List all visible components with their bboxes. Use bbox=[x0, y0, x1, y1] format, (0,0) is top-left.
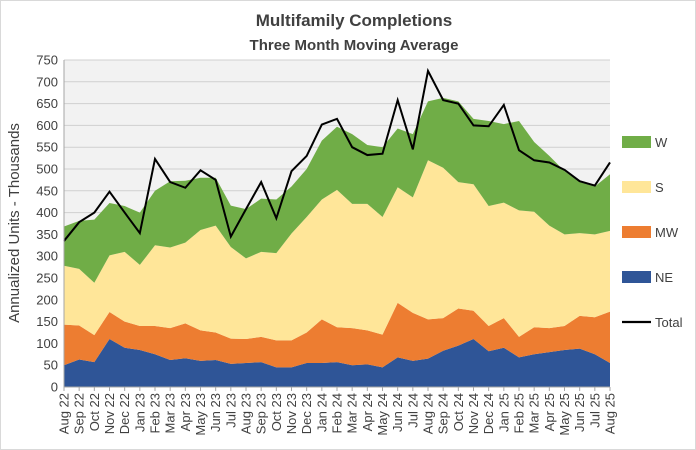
x-tick-label-7: Mar 23 bbox=[163, 393, 178, 433]
y-tick-label-8: 400 bbox=[36, 205, 58, 220]
x-tick-label-11: Jul 23 bbox=[223, 393, 238, 428]
legend-swatch-w bbox=[622, 136, 651, 148]
legend-label-total: Total bbox=[655, 315, 683, 330]
x-tick-label-23: Jul 24 bbox=[405, 393, 420, 428]
x-tick-label-35: Jul 25 bbox=[587, 393, 602, 428]
x-tick-label-29: Jan 25 bbox=[496, 393, 511, 432]
x-tick-label-4: Dec 22 bbox=[117, 393, 132, 434]
x-tick-label-9: May 23 bbox=[193, 393, 208, 436]
x-tick-label-1: Sep 22 bbox=[72, 393, 87, 434]
y-tick-label-12: 600 bbox=[36, 118, 58, 133]
y-tick-label-5: 250 bbox=[36, 271, 58, 286]
x-tick-label-8: Apr 23 bbox=[178, 393, 193, 431]
x-tick-label-3: Nov 22 bbox=[102, 393, 117, 434]
area-ne bbox=[64, 339, 610, 387]
y-tick-label-7: 350 bbox=[36, 227, 58, 242]
legend-swatch-mw bbox=[622, 226, 651, 238]
legend-label-mw: MW bbox=[655, 225, 679, 240]
x-tick-label-32: Apr 25 bbox=[542, 393, 557, 431]
y-tick-label-1: 50 bbox=[44, 358, 58, 373]
y-tick-label-0: 0 bbox=[51, 380, 58, 395]
axes bbox=[63, 60, 611, 391]
x-tick-label-13: Sep 23 bbox=[254, 393, 269, 434]
legend: W S MW NE Total bbox=[622, 135, 683, 330]
x-tick-label-2: Oct 22 bbox=[87, 393, 102, 431]
x-tick-label-16: Dec 23 bbox=[299, 393, 314, 434]
x-tick-label-22: Jun 24 bbox=[390, 393, 405, 432]
y-tick-label-11: 550 bbox=[36, 140, 58, 155]
area-layers bbox=[64, 97, 610, 387]
x-tick-label-5: Jan 23 bbox=[132, 393, 147, 432]
x-tick-label-27: Nov 24 bbox=[466, 393, 481, 434]
x-tick-label-6: Feb 23 bbox=[148, 393, 163, 433]
legend-label-w: W bbox=[655, 135, 668, 150]
x-tick-label-21: May 24 bbox=[375, 393, 390, 436]
y-tick-label-6: 300 bbox=[36, 249, 58, 264]
x-tick-label-26: Oct 24 bbox=[451, 393, 466, 431]
y-tick-label-3: 150 bbox=[36, 314, 58, 329]
x-tick-label-24: Aug 24 bbox=[421, 393, 436, 434]
x-tick-label-17: Jan 24 bbox=[314, 393, 329, 432]
total-layer bbox=[63, 67, 611, 242]
y-tick-label-10: 500 bbox=[36, 162, 58, 177]
area-mw bbox=[64, 302, 610, 368]
y-tick-label-13: 650 bbox=[36, 96, 58, 111]
x-tick-label-15: Nov 23 bbox=[284, 393, 299, 434]
x-tick-label-18: Feb 24 bbox=[330, 393, 345, 433]
x-tick-label-14: Oct 23 bbox=[269, 393, 284, 431]
chart-title: Multifamily Completions bbox=[256, 11, 452, 30]
legend-swatch-ne bbox=[622, 271, 651, 283]
area-s bbox=[64, 160, 610, 341]
x-tick-label-28: Dec 24 bbox=[481, 393, 496, 434]
y-tick-label-4: 200 bbox=[36, 292, 58, 307]
x-tick-label-25: Sep 24 bbox=[436, 393, 451, 434]
y-tick-label-14: 700 bbox=[36, 74, 58, 89]
x-tick-labels: Aug 22 Sep 22 Oct 22 Nov 22 Dec 22 Jan 23 Feb … bbox=[57, 393, 618, 436]
x-tick-label-19: Mar 24 bbox=[345, 393, 360, 433]
total-line bbox=[63, 67, 611, 242]
y-tick-label-2: 100 bbox=[36, 336, 58, 351]
x-tick-label-36: Aug 25 bbox=[603, 393, 618, 434]
y-axis-title: Annualized Units - Thousands bbox=[6, 123, 23, 323]
x-tick-label-33: May 25 bbox=[557, 393, 572, 436]
x-tick-label-34: Jun 25 bbox=[572, 393, 587, 432]
chart-subtitle: Three Month Moving Average bbox=[250, 37, 459, 54]
x-tick-label-0: Aug 22 bbox=[57, 393, 72, 434]
legend-label-s: S bbox=[655, 180, 664, 195]
legend-label-ne: NE bbox=[655, 270, 673, 285]
area-w bbox=[64, 97, 610, 283]
y-tick-label-15: 750 bbox=[36, 53, 58, 68]
x-tick-label-31: Mar 25 bbox=[527, 393, 542, 433]
legend-swatch-s bbox=[622, 181, 651, 193]
y-tick-labels: 0 50 100 150 200 250 300 350 400 450 500 550 600 650 7… bbox=[36, 53, 58, 395]
x-tick-label-20: Apr 24 bbox=[360, 393, 375, 431]
x-tick-label-12: Aug 23 bbox=[239, 393, 254, 434]
x-tick-label-30: Feb 25 bbox=[512, 393, 527, 433]
x-tick-label-10: Jun 23 bbox=[208, 393, 223, 432]
y-tick-label-9: 450 bbox=[36, 183, 58, 198]
